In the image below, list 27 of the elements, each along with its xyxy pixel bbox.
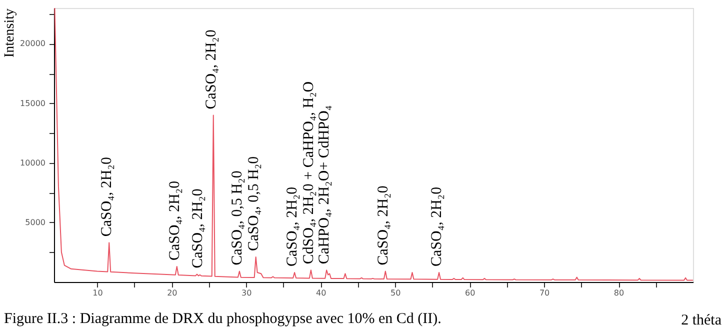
x-tick-label: 20 <box>167 288 178 298</box>
text: Figure II.3 : Diagramme de DRX du phosphogypse avec 10% en Cd (II). <box>4 311 442 327</box>
y-tick-label: 20000 <box>20 39 46 48</box>
annotation: CaSO₄, 2H₂0 <box>166 180 183 261</box>
annotation: CaSO₄, 0,5 H₂0 <box>229 170 246 266</box>
x-tick-label: 50 <box>390 288 401 298</box>
annotation: CdSO₄, 2H₂0 + CaHPO₄, H₂O <box>300 81 317 264</box>
x-tick-label: 60 <box>464 288 476 298</box>
annotation: CaHPO₄, 2H₂O+ CdHPO₄ <box>316 105 333 264</box>
annotation: CaSO₄, 2H₂0 <box>284 186 301 266</box>
y-axis-title: Intensity <box>2 8 18 58</box>
x-tick-label: 40 <box>316 288 326 298</box>
x-tick-label: 30 <box>242 288 252 298</box>
y-tick-label: 15000 <box>20 98 46 108</box>
annotation: CaSO₄, 2H₂0 <box>429 186 446 266</box>
annotation: CaSO₄, 0,5 H₂0 <box>246 156 262 251</box>
y-tick-label: 10000 <box>20 158 46 168</box>
annotation: CaSO₄, 2H₂0 <box>99 157 116 237</box>
y-tick-label: 5000 <box>25 218 46 227</box>
x-tick-label: 70 <box>539 288 550 298</box>
line-series <box>54 8 693 281</box>
x-tick-label: 10 <box>92 288 103 298</box>
annotation: CaSO₄, 2H₂0 <box>203 30 220 110</box>
x-tick-label: 80 <box>614 288 624 298</box>
x-axis-title: 2 théta <box>681 312 722 328</box>
annotation: CaSO₄, 2H₂0 <box>190 188 206 268</box>
annotation: CaSO₄, 2H₂0 <box>375 186 392 266</box>
